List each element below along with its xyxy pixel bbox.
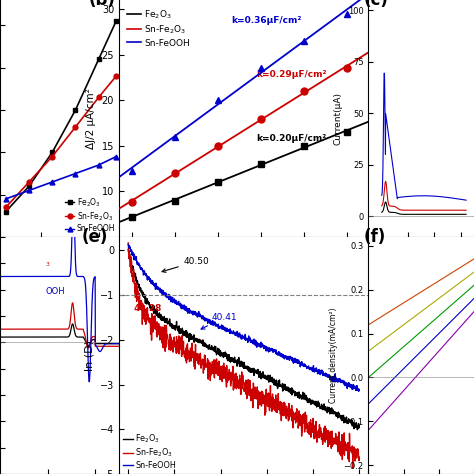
Legend: Fe$_2$O$_3$, Sn-Fe$_2$O$_3$, Sn-FeOOH: Fe$_2$O$_3$, Sn-Fe$_2$O$_3$, Sn-FeOOH: [124, 5, 193, 51]
Text: $_3$: $_3$: [45, 260, 51, 269]
Text: OOH: OOH: [45, 287, 65, 296]
Y-axis label: ln (D): ln (D): [84, 340, 94, 371]
Text: k=0.29μF/cm²: k=0.29μF/cm²: [256, 71, 327, 80]
Text: (c): (c): [363, 0, 388, 9]
Text: k=0.20μF/cm²: k=0.20μF/cm²: [256, 134, 327, 143]
X-axis label: Scan Rate(mV/s): Scan Rate(mV/s): [192, 257, 296, 267]
Legend: Fe$_2$O$_3$, Sn-Fe$_2$O$_3$, Sn-FeOOH: Fe$_2$O$_3$, Sn-Fe$_2$O$_3$, Sn-FeOOH: [123, 433, 176, 470]
Y-axis label: ΔJ/2 μA/cm²: ΔJ/2 μA/cm²: [86, 88, 96, 149]
Text: (b): (b): [89, 0, 116, 9]
Legend: Fe$_2$O$_3$, Sn-Fe$_2$O$_3$, Sn-FeOOH: Fe$_2$O$_3$, Sn-Fe$_2$O$_3$, Sn-FeOOH: [65, 196, 115, 233]
Text: 40.50: 40.50: [162, 257, 210, 273]
Text: 40.28: 40.28: [134, 304, 162, 313]
Y-axis label: Current(μA): Current(μA): [333, 92, 342, 145]
Text: 40.41: 40.41: [201, 313, 237, 329]
Text: (f): (f): [363, 228, 385, 246]
Text: (e): (e): [82, 228, 108, 246]
Text: k=0.36μF/cm²: k=0.36μF/cm²: [231, 16, 301, 25]
Y-axis label: Current density(mA/cm²): Current density(mA/cm²): [329, 308, 338, 403]
